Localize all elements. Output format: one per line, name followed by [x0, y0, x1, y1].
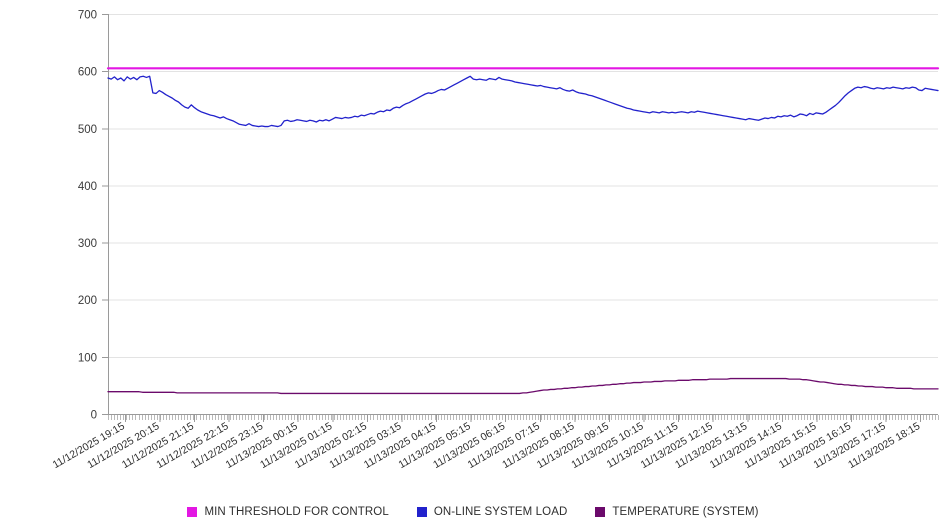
legend-swatch-icon	[187, 507, 198, 517]
legend-item-3[interactable]: TEMPERATURE (SYSTEM)	[595, 506, 758, 518]
chart-plot-area: 0 100 200 300 400 500 600 700 11/12/2025 19:151…	[51, 10, 940, 471]
y-tick-label: 100	[78, 352, 97, 364]
gridline-group	[108, 14, 938, 358]
y-axis-tick-group: 0 100 200 300 400 500 600 700	[78, 10, 108, 422]
legend-label: MIN THRESHOLD FOR CONTROL	[204, 506, 389, 518]
chart-legend: MIN THRESHOLD FOR CONTROL ON-LINE SYSTEM …	[0, 506, 946, 518]
legend-swatch-icon	[416, 507, 427, 517]
y-tick-label: 700	[78, 10, 97, 22]
series-line-on-line-system-load	[107, 75, 939, 128]
y-tick-label: 500	[78, 124, 97, 136]
y-tick-label: 600	[78, 67, 97, 79]
legend-item-2[interactable]: ON-LINE SYSTEM LOAD	[416, 506, 568, 518]
series-line-temperature-system	[107, 377, 939, 395]
legend-label: ON-LINE SYSTEM LOAD	[433, 506, 568, 518]
legend-swatch-icon	[595, 507, 606, 517]
x-axis-minor-tick-group	[108, 415, 939, 420]
data-series-group	[106, 67, 940, 395]
y-tick-label: 400	[78, 181, 97, 193]
y-tick-label: 200	[78, 295, 97, 307]
legend-item-1[interactable]: MIN THRESHOLD FOR CONTROL	[187, 506, 389, 518]
y-tick-label: 300	[78, 238, 97, 250]
y-tick-label: 0	[91, 410, 97, 422]
legend-label: TEMPERATURE (SYSTEM)	[612, 506, 759, 518]
